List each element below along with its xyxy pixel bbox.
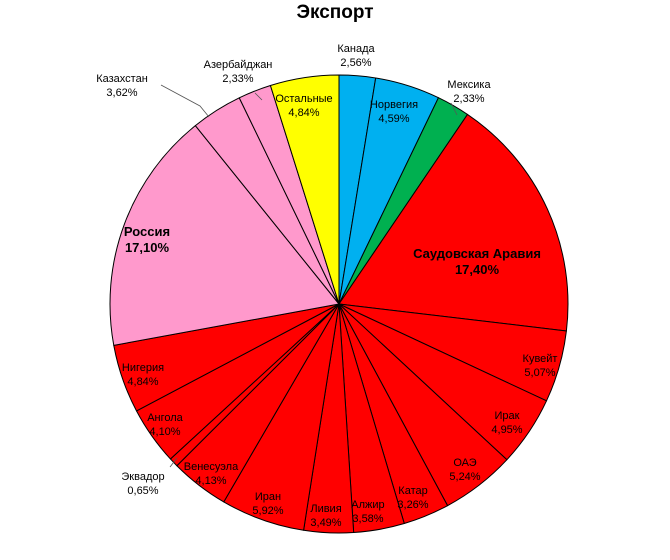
data-label-value: 0,65% (127, 485, 158, 497)
data-label-9: Алжир 3,58% (351, 499, 384, 525)
data-label-value: 3,58% (352, 513, 383, 525)
data-label-10: Ливия 3,49% (310, 503, 341, 529)
data-label-value: 5,07% (524, 367, 555, 379)
data-label-7: ОАЭ 5,24% (449, 457, 480, 483)
data-label-value: 3,26% (397, 499, 428, 511)
data-label-value: 3,62% (106, 87, 137, 99)
data-label-name: Нигерия (122, 362, 164, 374)
data-label-19: Остальные 4,84% (275, 93, 332, 119)
data-label-3: Мексика 2,33% (447, 79, 491, 105)
data-label-name: Кувейт (523, 353, 558, 365)
data-label-4: Саудовская Аравия 17,40% (413, 246, 541, 277)
data-label-18: Азербайджан 2,33% (204, 59, 273, 85)
data-label-value: 17,10% (125, 240, 170, 255)
data-label-value: 4,84% (288, 107, 319, 119)
leader-line-17 (160, 84, 210, 118)
data-label-6: Ирак 4,95% (491, 410, 522, 436)
data-label-17: Казахстан 3,62% (96, 73, 148, 99)
pie-slice-19 (269, 74, 340, 305)
data-label-value: 2,56% (340, 57, 371, 69)
data-label-name: Саудовская Аравия (413, 246, 541, 261)
data-label-name: Норвегия (370, 99, 418, 111)
data-label-name: Остальные (275, 93, 332, 105)
data-label-value: 3,49% (310, 517, 341, 529)
data-label-name: Ливия (310, 503, 341, 515)
data-label-value: 5,24% (449, 471, 480, 483)
data-label-value: 4,59% (378, 113, 409, 125)
data-label-value: 4,13% (195, 475, 226, 487)
data-label-value: 5,92% (252, 505, 283, 517)
data-label-name: Ангола (147, 412, 183, 424)
pie-slice-16 (109, 125, 340, 346)
leader-line-18 (254, 92, 263, 101)
data-label-name: Россия (124, 224, 170, 239)
data-label-name: Венесуэла (184, 461, 239, 473)
data-label-value: 17,40% (455, 262, 500, 277)
leader-line-13 (169, 457, 178, 468)
data-label-5: Кувейт 5,07% (523, 353, 558, 379)
data-label-name: Мексика (447, 79, 491, 91)
data-label-name: Катар (398, 485, 427, 497)
chart-title: Экспорт (296, 2, 374, 23)
data-label-name: Ирак (495, 410, 520, 422)
data-label-name: Казахстан (96, 73, 148, 85)
data-label-1: Канада 2,56% (337, 43, 375, 69)
data-label-value: 4,84% (127, 376, 158, 388)
data-label-13: Эквадор 0,65% (121, 471, 164, 497)
data-label-value: 4,95% (491, 424, 522, 436)
data-label-value: 2,33% (222, 73, 253, 85)
data-label-name: Иран (255, 491, 281, 503)
data-label-15: Нигерия 4,84% (122, 362, 164, 388)
data-label-name: Канада (337, 43, 375, 55)
leader-line-3 (450, 102, 458, 116)
data-label-name: Алжир (351, 499, 384, 511)
data-label-2: Норвегия 4,59% (370, 99, 418, 125)
data-label-value: 4,10% (149, 426, 180, 438)
data-label-name: Азербайджан (204, 59, 273, 71)
data-label-name: ОАЭ (453, 457, 476, 469)
data-label-value: 2,33% (453, 93, 484, 105)
data-label-11: Иран 5,92% (252, 491, 283, 517)
pie-slice-4 (338, 113, 569, 332)
data-label-8: Катар 3,26% (397, 485, 428, 511)
data-label-16: Россия 17,10% (124, 224, 170, 255)
data-label-14: Ангола 4,10% (147, 412, 183, 438)
data-label-name: Эквадор (121, 471, 164, 483)
data-label-12: Венесуэла 4,13% (184, 461, 239, 487)
